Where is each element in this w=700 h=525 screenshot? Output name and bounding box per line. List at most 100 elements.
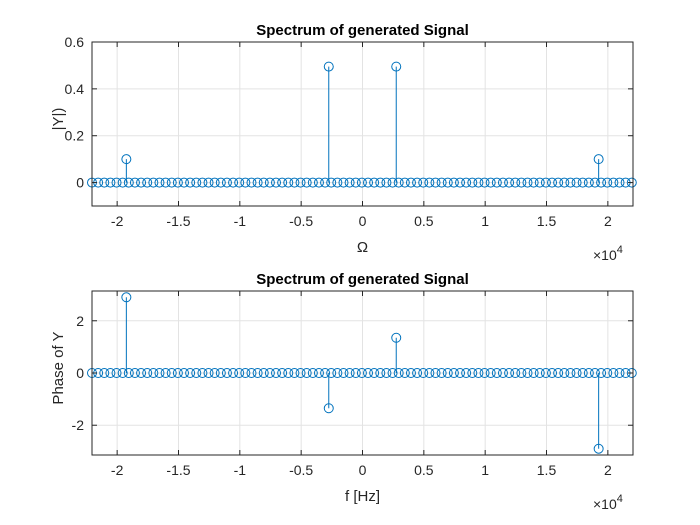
stem-marker xyxy=(166,177,177,188)
stem-marker xyxy=(479,368,490,378)
stem-marker xyxy=(602,368,613,378)
stem-marker xyxy=(547,177,558,188)
stem-marker xyxy=(191,177,202,188)
bottom-x-multiplier: ×104 xyxy=(593,493,623,512)
stem-marker xyxy=(430,177,441,188)
stem-marker xyxy=(412,177,423,188)
stem-marker xyxy=(283,177,294,188)
stem-marker xyxy=(209,368,220,378)
stem-marker xyxy=(565,177,576,188)
stem-marker xyxy=(179,368,190,378)
stem-marker xyxy=(375,177,386,188)
stem-marker xyxy=(338,368,349,378)
stem-marker xyxy=(559,368,570,378)
stem-marker xyxy=(350,368,361,378)
top-stems xyxy=(87,61,637,188)
stem-marker xyxy=(264,177,275,188)
stem-marker xyxy=(363,177,374,188)
stem-marker xyxy=(136,177,147,188)
stem-marker xyxy=(258,177,269,188)
stem-marker xyxy=(596,368,607,378)
stem-marker xyxy=(593,154,604,165)
stem-marker xyxy=(510,177,521,188)
stem-marker xyxy=(448,177,459,188)
stem-marker xyxy=(589,368,600,378)
stem-marker xyxy=(197,177,208,188)
stem-marker xyxy=(528,177,539,188)
stem-marker xyxy=(154,177,165,188)
stem-marker xyxy=(240,177,251,188)
stem-marker xyxy=(369,368,380,378)
stem-marker xyxy=(160,177,171,188)
stem-marker xyxy=(356,177,367,188)
stem-marker xyxy=(338,177,349,188)
stem-marker xyxy=(534,368,545,378)
bottom-y-axis-label: Phase of Y xyxy=(50,331,67,404)
stem-marker xyxy=(221,368,232,378)
y-tick-label: 2 xyxy=(76,313,84,329)
stem-marker xyxy=(491,368,502,378)
stem-marker xyxy=(191,368,202,378)
stem-marker xyxy=(436,368,447,378)
stem-marker xyxy=(105,368,116,378)
stem-marker xyxy=(99,177,110,188)
x-tick-label: -2 xyxy=(111,213,124,229)
top-x-tick-labels: -2 -1.5 -1 -0.5 0 0.5 1 1.5 2 xyxy=(111,213,612,229)
stem-marker xyxy=(516,368,527,378)
top-y-axis-label: |Y|) xyxy=(50,108,67,131)
stem-marker xyxy=(332,368,343,378)
stem-marker xyxy=(399,177,410,188)
stem-marker xyxy=(136,368,147,378)
stem-marker xyxy=(461,368,472,378)
stem-marker xyxy=(142,177,153,188)
top-chart-title: Spectrum of generated Signal xyxy=(256,22,469,39)
stem-marker xyxy=(461,177,472,188)
stem-marker xyxy=(497,368,508,378)
stem-marker xyxy=(485,177,496,188)
stem-marker xyxy=(209,177,220,188)
stem-marker xyxy=(277,177,288,188)
stem-marker xyxy=(455,177,466,188)
stem-marker xyxy=(381,177,392,188)
stem-marker xyxy=(442,368,453,378)
x-tick-label: 2 xyxy=(604,462,612,478)
x-tick-label: -0.5 xyxy=(289,213,313,229)
stem-marker xyxy=(105,177,116,188)
stem-marker xyxy=(424,368,435,378)
stem-marker xyxy=(504,177,515,188)
x-tick-label: -1 xyxy=(234,213,247,229)
stem-marker xyxy=(614,177,625,188)
top-y-tick-labels: 0 0.2 0.4 0.6 xyxy=(65,34,85,191)
stem-marker xyxy=(387,177,398,188)
y-tick-label: 0.4 xyxy=(65,81,85,97)
stem-marker xyxy=(148,368,159,378)
x-tick-label: 2 xyxy=(604,213,612,229)
stem-marker xyxy=(391,61,402,72)
stem-marker xyxy=(320,368,331,378)
stem-marker xyxy=(99,368,110,378)
stem-marker xyxy=(326,177,337,188)
stem-marker xyxy=(215,177,226,188)
stem-marker xyxy=(485,368,496,378)
stem-marker xyxy=(553,177,564,188)
stem-marker xyxy=(246,177,257,188)
top-grid xyxy=(92,41,633,206)
x-tick-label: 0.5 xyxy=(414,462,434,478)
bottom-x-tick-labels: -2 -1.5 -1 -0.5 0 0.5 1 1.5 2 xyxy=(111,462,612,478)
stem-marker xyxy=(583,177,594,188)
x-tick-label: 0 xyxy=(359,462,367,478)
x-tick-label: 1.5 xyxy=(537,462,557,478)
stem-marker xyxy=(313,177,324,188)
stem-marker xyxy=(504,368,515,378)
stem-marker xyxy=(442,177,453,188)
stem-marker xyxy=(363,368,374,378)
stem-marker xyxy=(608,368,619,378)
stem-marker xyxy=(129,368,140,378)
stem-marker xyxy=(283,368,294,378)
bottom-ticks xyxy=(92,291,633,455)
stem-marker xyxy=(350,177,361,188)
stem-marker xyxy=(589,177,600,188)
stem-marker xyxy=(307,368,318,378)
stem-marker xyxy=(602,177,613,188)
